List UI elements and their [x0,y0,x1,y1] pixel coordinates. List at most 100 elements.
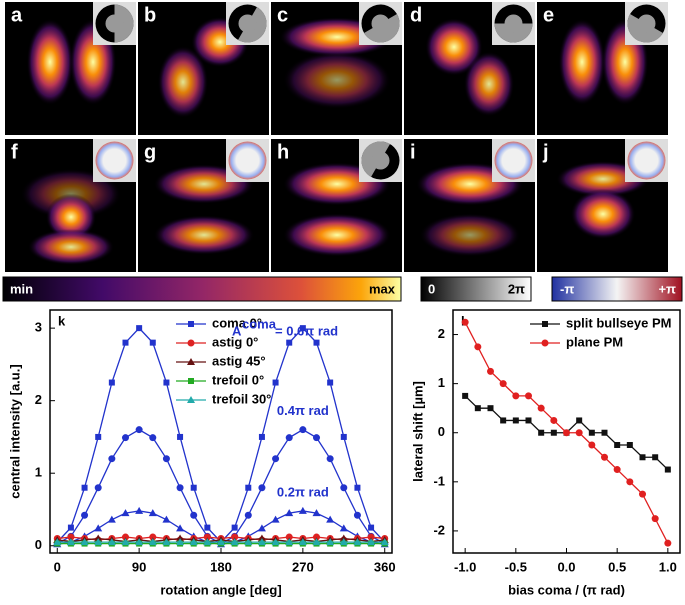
phase-mask-half [494,23,533,43]
marker [576,417,583,424]
colorbar-label: 2π [508,281,525,296]
marker [542,321,548,327]
marker [538,429,545,436]
legend-label: trefoil 0° [212,372,264,387]
marker [380,538,389,546]
marker [94,484,102,492]
marker [177,433,184,440]
marker [231,533,239,541]
phase-mask-core [371,151,390,170]
annotation: = 0.6π rad [275,323,338,338]
marker [189,538,198,546]
y-tick-label: 0 [438,424,445,439]
marker [299,426,307,434]
marker [121,538,130,546]
marker [312,538,321,546]
marker [339,538,348,546]
marker [67,533,75,541]
marker [149,434,157,442]
colorbar-label: 0 [428,281,435,296]
panel-letter: c [277,4,288,26]
marker [81,511,89,519]
marker [162,455,170,463]
marker [94,524,103,532]
intensity-blob [283,51,391,109]
panel-letter: a [11,4,23,26]
colorbar-label: min [10,281,33,296]
marker [108,379,115,386]
marker [298,538,307,546]
marker [664,539,672,547]
legend-label: astig 45° [212,353,266,368]
phase-mask-core [238,14,257,33]
colorbar-label: max [369,281,396,296]
marker [537,404,545,412]
marker [162,538,171,546]
marker [339,524,348,532]
marker [245,484,252,491]
x-tick-label: 90 [132,559,146,574]
legend-label: trefoil 30° [212,391,271,406]
marker [121,434,129,442]
marker [257,534,266,542]
marker [462,392,469,399]
marker [107,515,116,523]
y-axis-label: central intensity [a.u.] [7,364,22,498]
marker [353,511,361,519]
marker [187,396,195,403]
marker [187,358,195,365]
marker [188,378,194,384]
y-tick-label: -2 [433,522,445,537]
x-axis-label: rotation angle [deg] [160,582,281,597]
phase-mask-core [637,14,656,33]
marker [176,538,185,546]
marker [121,509,130,517]
marker [652,454,659,461]
marker [94,534,103,542]
marker [148,509,157,517]
marker [148,538,157,546]
series-line [56,428,386,545]
phase-mask-core [371,14,390,33]
panel-letter: b [144,4,156,26]
marker [550,429,557,436]
marker [354,484,361,491]
marker [327,379,334,386]
marker [190,511,198,519]
marker [258,484,266,492]
phase-mask-core [105,14,124,33]
marker [188,321,194,327]
marker [524,392,532,400]
marker [244,538,253,546]
annotation: A [232,323,242,338]
marker [94,538,103,546]
panel-letter: f [11,141,18,163]
marker [486,367,494,375]
marker [271,538,280,546]
aberration-mask [627,141,666,180]
marker [298,506,307,514]
aberration-mask [95,141,134,180]
marker [108,455,116,463]
y-axis-label: lateral shift [µm] [410,381,425,482]
x-tick-label: 0.0 [557,559,575,574]
aberration-mask [494,141,533,180]
legend-label: astig 0° [212,334,258,349]
colorbar [551,276,683,302]
marker [550,416,558,424]
marker [271,515,280,523]
marker [122,339,129,346]
panel-letter: e [543,4,554,26]
marker [81,484,88,491]
intensity-blob [157,46,209,118]
marker [176,484,184,492]
marker [368,524,375,531]
marker [136,325,143,332]
marker [367,533,375,541]
marker [664,466,671,473]
marker [203,538,212,546]
intensity-blob [425,18,483,76]
panel-letter: g [144,141,156,163]
marker [95,433,102,440]
